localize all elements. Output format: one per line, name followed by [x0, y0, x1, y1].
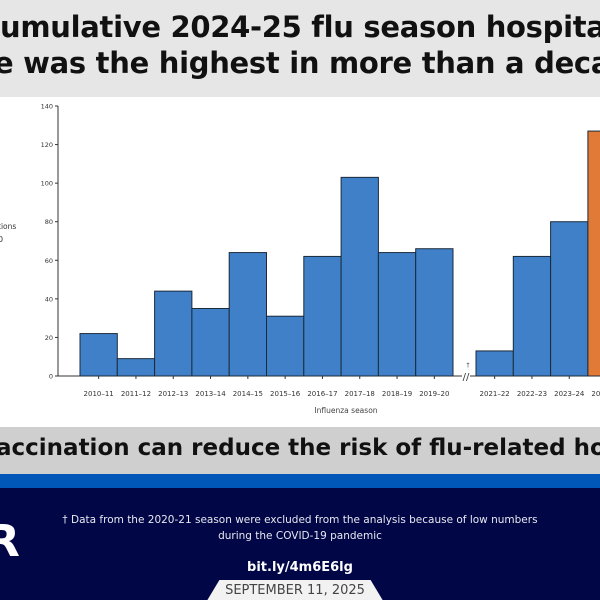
x-tick-label: 2012–13 [158, 390, 188, 398]
vaccination-message: accination can reduce the risk of flu-re… [0, 435, 600, 461]
x-tick-label: 2024–25 [591, 390, 600, 398]
y-tick-label: 100 [41, 180, 53, 188]
bar [512, 255, 552, 377]
y-tick-label: 60 [45, 257, 53, 265]
y-axis-label-fragment: 0 [0, 235, 3, 244]
x-axis-label: Influenza season [314, 406, 377, 415]
bar [587, 130, 600, 377]
title-line-1: umulative 2024-25 flu season hospitali [0, 10, 600, 44]
bar [415, 248, 454, 377]
x-tick-label: 2013–14 [195, 390, 226, 398]
x-tick-label: 2017–18 [345, 390, 375, 398]
y-tick-label: 140 [41, 103, 53, 111]
logo: R [0, 516, 20, 567]
chart-svg: 0 20 40 60 80 100 120 140 2010–11 2011–12 2012–13 2… [0, 103, 600, 415]
y-tick-label: 120 [41, 141, 53, 149]
y-tick-label: 40 [45, 295, 53, 303]
x-tick-label: 2018–19 [382, 390, 412, 398]
x-tick-label: 2016–17 [307, 390, 337, 398]
bar [228, 252, 267, 377]
bar [340, 176, 379, 377]
blue-stripe [0, 474, 600, 488]
x-tick-label: 2014–15 [233, 390, 263, 398]
footnote: † Data from the 2020-21 season were excl… [62, 514, 538, 542]
x-tick-label: 2015–16 [270, 390, 301, 398]
bar [116, 358, 156, 377]
bar [191, 308, 230, 377]
y-tick-label: 80 [45, 218, 53, 226]
y-axis-label-fragment: tions [0, 222, 16, 231]
date-badge: SEPTEMBER 11, 2025 [205, 580, 385, 600]
bar-chart: 0 20 40 60 80 100 120 140 2010–11 2011–12 2012–13 2… [0, 97, 600, 427]
x-tick-label: 2022–23 [517, 390, 547, 398]
footer: R † Data from the 2020-21 season were ex… [0, 488, 600, 600]
bar [550, 221, 589, 377]
short-link[interactable]: bit.ly/4m6E6lg [247, 560, 353, 575]
x-tick-label: 2010–11 [84, 390, 114, 398]
break-dagger: † [467, 362, 470, 369]
title-band: umulative 2024-25 flu season hospitali e… [0, 0, 600, 97]
x-tick-label: 2019–20 [419, 390, 449, 398]
x-tick-label: 2021–22 [480, 390, 510, 398]
bar [377, 252, 417, 377]
axis-break-icon: // [463, 372, 470, 383]
message-band: accination can reduce the risk of flu-re… [0, 427, 600, 474]
bar [79, 333, 118, 377]
bar [154, 290, 193, 377]
x-tick-label: 2011–12 [121, 390, 151, 398]
bar [475, 350, 514, 377]
title-line-2: e was the highest in more than a deca [0, 46, 600, 80]
y-tick-label: 20 [45, 334, 53, 342]
bar [266, 315, 305, 377]
x-tick-label: 2023–24 [554, 390, 585, 398]
bar [303, 255, 342, 377]
y-tick-label: 0 [49, 373, 53, 381]
